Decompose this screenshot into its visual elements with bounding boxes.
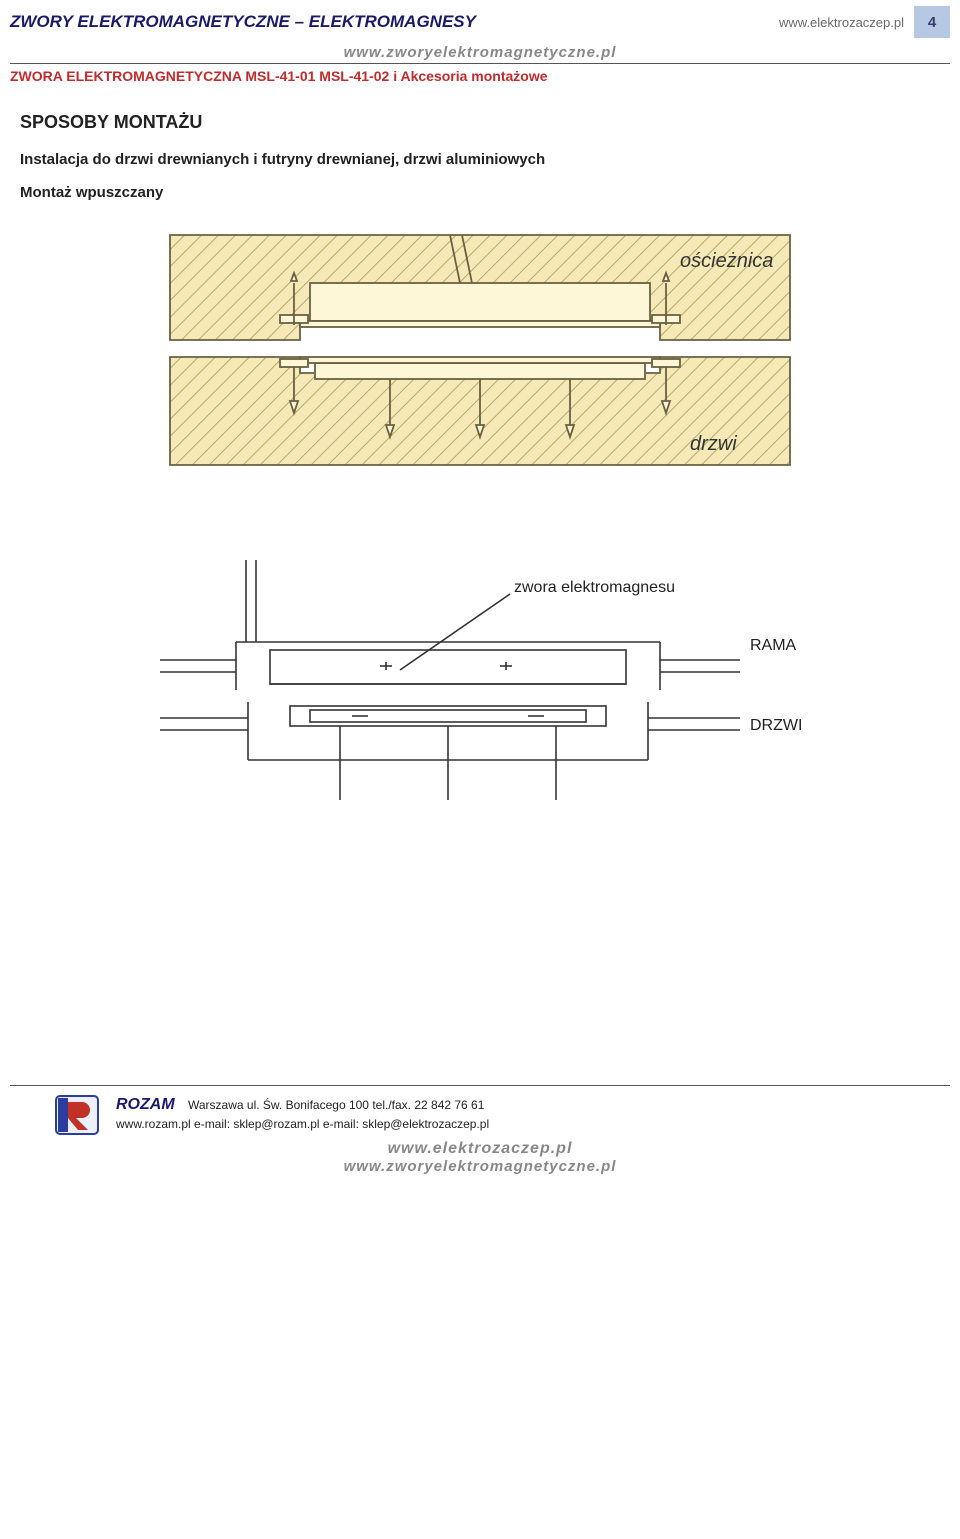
footer-logo-icon — [54, 1094, 100, 1136]
diagram1-label-bottom: drzwi — [690, 433, 737, 455]
header-sub-url: www.zworyelektromagnetyczne.pl — [0, 40, 960, 63]
product-line: ZWORA ELEKTROMAGNETYCZNA MSL-41-01 MSL-4… — [0, 64, 960, 94]
footer-emails: www.rozam.pl e-mail: sklep@rozam.pl e-ma… — [116, 1117, 489, 1131]
footer-url-2: www.zworyelektromagnetyczne.pl — [10, 1158, 950, 1175]
footer: ROZAM Warszawa ul. Św. Bonifacego 100 te… — [0, 1085, 960, 1205]
mount-type: Montaż wpuszczany — [20, 184, 940, 201]
install-description: Instalacja do drzwi drewnianych i futryn… — [20, 151, 940, 168]
header-bar: ZWORY ELEKTROMAGNETYCZNE – ELEKTROMAGNES… — [0, 0, 960, 40]
diagram2-label-callout: zwora elektromagnesu — [514, 579, 675, 596]
header-title: ZWORY ELEKTROMAGNETYCZNE – ELEKTROMAGNES… — [10, 12, 779, 32]
diagram2-label-drzwi: DRZWI — [750, 717, 802, 734]
footer-divider — [10, 1085, 950, 1086]
page-number-badge: 4 — [914, 6, 950, 38]
content-area: SPOSOBY MONTAŻU Instalacja do drzwi drew… — [0, 94, 960, 865]
footer-brand: ROZAM — [116, 1096, 175, 1113]
diagram-line-frame: zwora elektromagnesu RAMA DRZWI — [20, 550, 940, 815]
section-heading: SPOSOBY MONTAŻU — [20, 112, 940, 133]
header-url: www.elektrozaczep.pl — [779, 15, 904, 30]
diagram-cross-section: ościeżnica — [20, 225, 940, 510]
footer-url-1: www.elektrozaczep.pl — [10, 1140, 950, 1158]
diagram1-label-top: ościeżnica — [680, 250, 773, 272]
footer-text-block: ROZAM Warszawa ul. Św. Bonifacego 100 te… — [116, 1094, 489, 1133]
diagram2-label-rama: RAMA — [750, 637, 797, 654]
footer-address: Warszawa ul. Św. Bonifacego 100 tel./fax… — [188, 1098, 484, 1112]
